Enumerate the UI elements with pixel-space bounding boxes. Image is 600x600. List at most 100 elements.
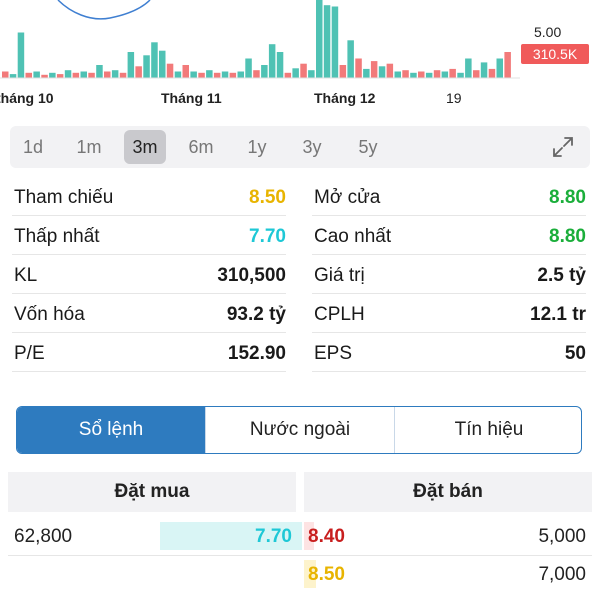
volume-bar xyxy=(33,71,40,78)
tab-order-book[interactable]: Sổ lệnh xyxy=(17,407,205,453)
stat-cell: Tham chiếu 8.50 xyxy=(12,178,286,216)
period-1m[interactable]: 1m xyxy=(76,137,102,157)
tab-signals[interactable]: Tín hiệu xyxy=(454,419,524,440)
stat-row: P/E 152.90 EPS 50 xyxy=(12,334,588,372)
bid-price: 7.70 xyxy=(255,526,292,547)
volume-bar xyxy=(261,65,268,78)
volume-bar xyxy=(64,70,72,78)
tab-foreign[interactable]: Nước ngoài xyxy=(249,419,351,440)
volume-bar xyxy=(237,71,244,78)
stat-row: Tham chiếu 8.50 Mở cửa 8.80 xyxy=(12,178,588,216)
volume-bar xyxy=(104,71,111,78)
volume-bar xyxy=(245,58,252,78)
stat-label: Tham chiếu xyxy=(14,187,114,208)
ask-price: 8.40 xyxy=(308,526,345,547)
month-label: tháng 10 xyxy=(0,90,54,106)
volume-bar xyxy=(488,68,496,78)
stat-label: Mở cửa xyxy=(314,187,381,208)
bid-volume-bar xyxy=(160,522,302,550)
volume-bar xyxy=(339,65,347,78)
ask-volume-bar xyxy=(304,560,316,588)
stat-value: 8.80 xyxy=(549,226,586,247)
bid-header: Đặt mua xyxy=(8,472,296,512)
volume-bar xyxy=(198,72,205,78)
volume-bar xyxy=(378,66,386,78)
volume-bar xyxy=(25,72,32,78)
volume-bar xyxy=(386,63,394,78)
stat-row: Vốn hóa 93.2 tỷ CPLH 12.1 tr xyxy=(12,295,588,333)
volume-bar xyxy=(253,70,260,78)
row-divider xyxy=(8,555,592,556)
orderbook-row[interactable]: 8.50 7,000 xyxy=(8,556,592,594)
stat-cell: CPLH 12.1 tr xyxy=(312,295,586,333)
expand-icon[interactable] xyxy=(550,134,576,160)
stat-cell: Thấp nhất 7.70 xyxy=(12,217,286,255)
volume-bar xyxy=(221,71,229,78)
volume-bar xyxy=(284,72,292,78)
stat-row: KL 310,500 Giá trị 2.5 tỷ xyxy=(12,256,588,294)
volume-bar xyxy=(2,71,9,78)
volume-bar xyxy=(119,72,127,78)
ask-volume-bar xyxy=(304,522,314,550)
volume-bar xyxy=(300,63,307,78)
volume-bar xyxy=(433,70,441,78)
volume-bar xyxy=(190,71,197,78)
stat-cell: EPS 50 xyxy=(312,334,586,372)
volume-bar xyxy=(276,52,284,78)
stat-label: Giá trị xyxy=(314,265,365,286)
volume-bar xyxy=(143,55,150,79)
volume-bar xyxy=(17,32,25,78)
stat-label: EPS xyxy=(314,343,353,364)
orderbook-row[interactable]: 62,800 7.70 8.40 5,000 xyxy=(8,518,592,556)
volume-bar xyxy=(174,71,182,78)
volume-bar xyxy=(418,71,425,78)
volume-bar xyxy=(363,68,370,78)
volume-bar xyxy=(49,72,56,78)
volume-bar xyxy=(347,40,354,78)
stat-label: CPLH xyxy=(314,304,365,325)
stat-value: 12.1 tr xyxy=(530,304,586,325)
volume-bar xyxy=(441,71,449,78)
price-axis-label: 5.00 xyxy=(534,24,562,40)
stat-value: 93.2 tỷ xyxy=(226,304,286,325)
month-label: Tháng 12 xyxy=(314,90,376,106)
orderbook-tabs: Sổ lệnh Nước ngoài Tín hiệu xyxy=(16,406,582,454)
stat-cell: Vốn hóa 93.2 tỷ xyxy=(12,295,286,333)
price-volume-chart[interactable]: 5.00 310.5K tháng 10 Tháng 11 Tháng 12 1… xyxy=(0,0,600,120)
stat-cell: Cao nhất 8.80 xyxy=(312,217,586,255)
stat-label: Thấp nhất xyxy=(14,226,100,247)
stat-label: P/E xyxy=(14,343,45,364)
volume-bar xyxy=(88,72,95,78)
period-3y[interactable]: 3y xyxy=(302,137,322,157)
volume-bar xyxy=(449,68,456,78)
volume-bar xyxy=(72,72,80,78)
volume-bar xyxy=(206,70,213,78)
volume-bar xyxy=(229,72,237,78)
period-6m[interactable]: 6m xyxy=(188,137,214,157)
bid-volume: 62,800 xyxy=(14,526,73,547)
volume-bar xyxy=(410,72,417,78)
period-3m[interactable]: 3m xyxy=(124,130,166,164)
stat-value: 50 xyxy=(564,343,586,364)
stat-value: 8.80 xyxy=(549,187,586,208)
volume-bar xyxy=(355,58,362,78)
volume-bar xyxy=(480,62,488,78)
volume-bar xyxy=(41,74,48,79)
volume-bar xyxy=(127,52,135,78)
tab-divider xyxy=(205,407,206,453)
volume-bar xyxy=(9,74,17,78)
stat-value: 310,500 xyxy=(217,265,286,286)
period-1y[interactable]: 1y xyxy=(247,137,267,157)
ask-price: 8.50 xyxy=(308,564,345,585)
month-label: Tháng 11 xyxy=(161,90,222,106)
volume-bar xyxy=(316,0,323,78)
volume-bar xyxy=(370,61,378,78)
volume-bar xyxy=(56,74,64,78)
stat-row: Thấp nhất 7.70 Cao nhất 8.80 xyxy=(12,217,588,255)
period-5y[interactable]: 5y xyxy=(358,137,378,157)
ask-volume: 5,000 xyxy=(538,526,586,547)
stat-cell: Giá trị 2.5 tỷ xyxy=(312,256,586,294)
ask-volume: 7,000 xyxy=(538,564,586,585)
period-1d[interactable]: 1d xyxy=(22,137,44,157)
stat-value: 152.90 xyxy=(227,343,286,364)
